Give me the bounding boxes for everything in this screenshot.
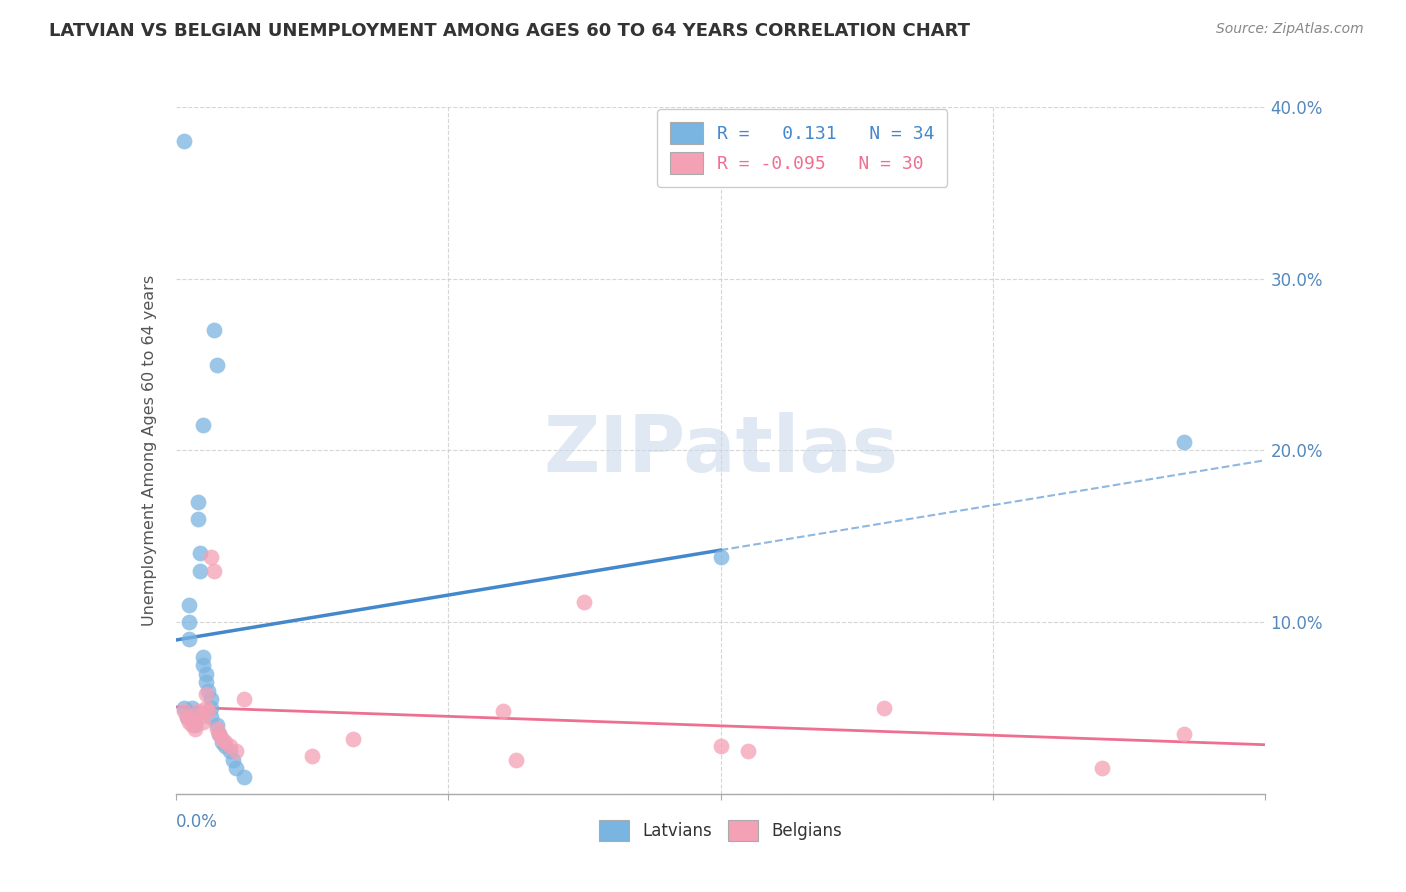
Point (191, 714, 214, 729)
Point (200, 692, 222, 706)
Point (205, 718, 228, 732)
Point (176, 709, 198, 723)
Point (197, 705, 219, 719)
Point (191, 417, 214, 432)
Point (214, 735, 236, 749)
Point (211, 731, 233, 746)
Point (194, 666, 217, 681)
Point (191, 658, 214, 673)
Y-axis label: Unemployment Among Ages 60 to 64 years: Unemployment Among Ages 60 to 64 years (142, 275, 157, 626)
Point (208, 727, 231, 741)
Point (186, 705, 209, 719)
Text: ZIPatlas: ZIPatlas (543, 412, 898, 489)
Point (219, 739, 242, 753)
Point (191, 649, 214, 664)
Point (194, 675, 217, 690)
Point (176, 709, 198, 723)
Point (710, 739, 733, 753)
Point (186, 512, 209, 526)
Point (188, 564, 211, 578)
Point (197, 683, 219, 698)
Point (492, 705, 515, 719)
Point (214, 739, 236, 753)
Point (186, 495, 209, 509)
Point (184, 718, 207, 732)
Point (211, 735, 233, 749)
Point (200, 709, 222, 723)
Text: 0.0%: 0.0% (176, 814, 218, 831)
Point (342, 731, 364, 746)
Point (225, 744, 247, 758)
Legend: Latvians, Belgians: Latvians, Belgians (592, 814, 849, 847)
Point (179, 598, 201, 612)
Point (179, 632, 201, 647)
Point (173, 701, 195, 715)
Point (184, 709, 207, 723)
Point (225, 761, 247, 775)
Point (205, 358, 228, 372)
Point (173, 705, 195, 719)
Point (873, 701, 896, 715)
Point (173, 134, 195, 148)
Point (505, 753, 527, 767)
Point (179, 714, 201, 729)
Point (194, 687, 217, 701)
Point (200, 701, 222, 715)
Point (208, 727, 231, 741)
Point (1173, 434, 1195, 449)
Point (737, 744, 759, 758)
Point (202, 564, 225, 578)
Point (202, 323, 225, 337)
Point (301, 749, 323, 764)
Point (200, 549, 222, 564)
Point (710, 549, 733, 564)
Point (574, 594, 596, 608)
Point (1091, 761, 1114, 775)
Point (1173, 727, 1195, 741)
Text: Source: ZipAtlas.com: Source: ZipAtlas.com (1216, 22, 1364, 37)
Point (188, 546, 211, 561)
Point (219, 744, 242, 758)
Point (222, 753, 245, 767)
Point (184, 722, 207, 736)
Point (194, 701, 217, 715)
Point (181, 718, 204, 732)
Point (232, 692, 254, 706)
Point (181, 701, 204, 715)
Point (179, 615, 201, 630)
Text: LATVIAN VS BELGIAN UNEMPLOYMENT AMONG AGES 60 TO 64 YEARS CORRELATION CHART: LATVIAN VS BELGIAN UNEMPLOYMENT AMONG AG… (49, 22, 970, 40)
Point (205, 722, 228, 736)
Point (232, 770, 254, 784)
Point (188, 709, 211, 723)
